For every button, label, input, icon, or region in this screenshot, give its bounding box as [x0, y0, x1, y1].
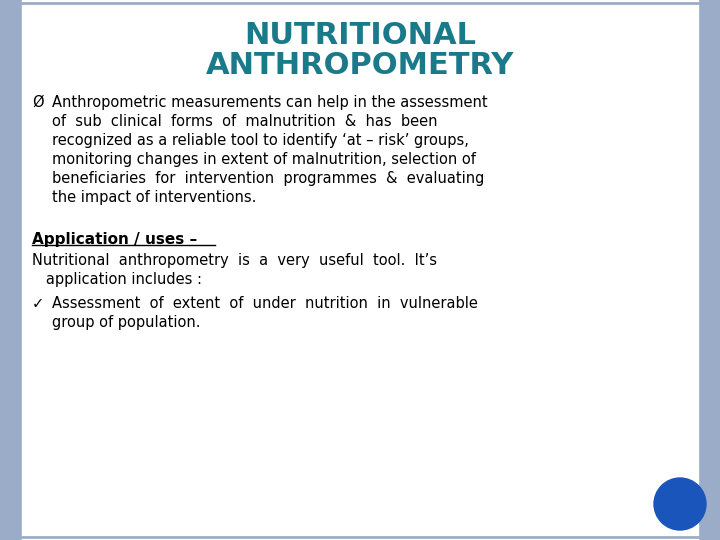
- Text: beneficiaries  for  intervention  programmes  &  evaluating: beneficiaries for intervention programme…: [52, 171, 485, 186]
- Text: group of population.: group of population.: [52, 315, 200, 330]
- Text: Assessment  of  extent  of  under  nutrition  in  vulnerable: Assessment of extent of under nutrition …: [52, 296, 478, 311]
- Text: the impact of interventions.: the impact of interventions.: [52, 190, 256, 205]
- Bar: [0, 0, 22, 540]
- Text: NUTRITIONAL: NUTRITIONAL: [244, 21, 476, 50]
- Text: Anthropometric measurements can help in the assessment: Anthropometric measurements can help in …: [52, 95, 487, 110]
- Text: recognized as a reliable tool to identify ‘at – risk’ groups,: recognized as a reliable tool to identif…: [52, 133, 469, 148]
- Text: application includes :: application includes :: [32, 272, 202, 287]
- Text: ✓: ✓: [32, 296, 44, 311]
- Text: Ø: Ø: [32, 95, 44, 110]
- Bar: [698, 0, 720, 540]
- Text: Nutritional  anthropometry  is  a  very  useful  tool.  It’s: Nutritional anthropometry is a very usef…: [32, 253, 437, 268]
- Text: ANTHROPOMETRY: ANTHROPOMETRY: [206, 51, 514, 79]
- Circle shape: [654, 478, 706, 530]
- Text: Application / uses –: Application / uses –: [32, 232, 197, 247]
- Text: monitoring changes in extent of malnutrition, selection of: monitoring changes in extent of malnutri…: [52, 152, 476, 167]
- Text: of  sub  clinical  forms  of  malnutrition  &  has  been: of sub clinical forms of malnutrition & …: [52, 114, 438, 129]
